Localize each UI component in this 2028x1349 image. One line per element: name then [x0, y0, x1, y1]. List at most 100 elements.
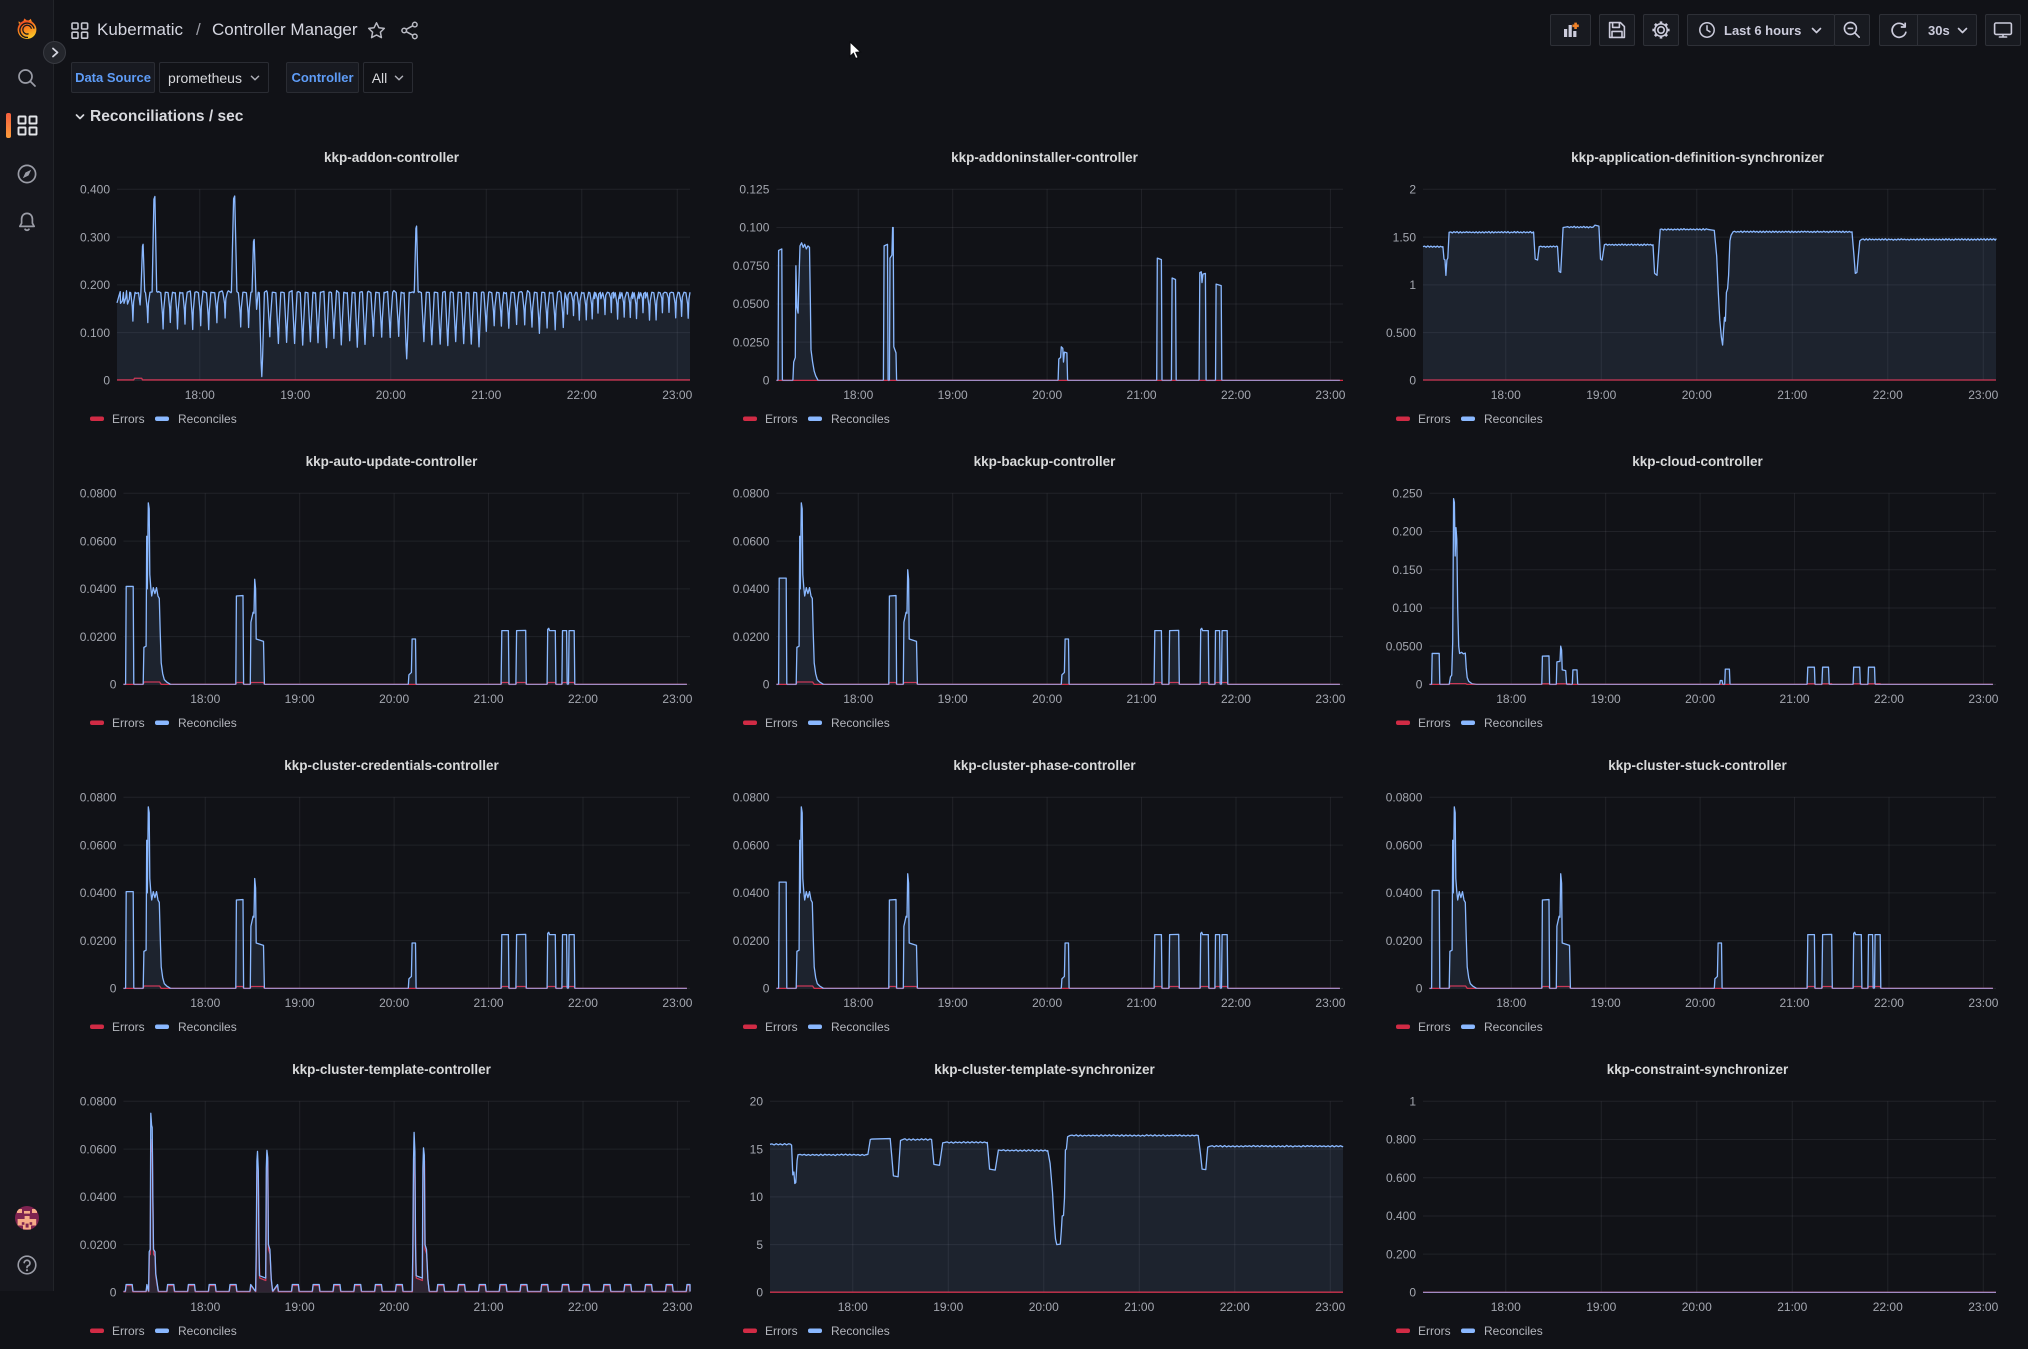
svg-text:0.0200: 0.0200 [1386, 934, 1423, 948]
svg-text:0.0200: 0.0200 [80, 934, 117, 948]
svg-text:Reconciles: Reconciles [831, 412, 890, 426]
svg-text:0: 0 [763, 982, 770, 996]
svg-text:0: 0 [110, 678, 117, 692]
svg-text:0: 0 [1416, 678, 1423, 692]
svg-text:19:00: 19:00 [1586, 388, 1616, 402]
svg-text:21:00: 21:00 [471, 388, 501, 402]
svg-text:19:00: 19:00 [1586, 1300, 1616, 1314]
svg-text:22:00: 22:00 [1220, 1300, 1250, 1314]
svg-text:0.0800: 0.0800 [733, 791, 770, 805]
svg-text:0.0200: 0.0200 [733, 934, 770, 948]
svg-text:20:00: 20:00 [379, 1300, 409, 1314]
svg-text:22:00: 22:00 [1221, 692, 1251, 706]
svg-text:0.0500: 0.0500 [733, 297, 770, 311]
svg-text:0.0600: 0.0600 [80, 1142, 117, 1156]
svg-text:23:00: 23:00 [662, 388, 692, 402]
svg-text:18:00: 18:00 [190, 996, 220, 1010]
svg-text:0: 0 [763, 374, 770, 388]
svg-text:19:00: 19:00 [285, 1300, 315, 1314]
svg-text:Reconciles: Reconciles [1484, 716, 1543, 730]
svg-text:19:00: 19:00 [285, 692, 315, 706]
svg-text:0: 0 [103, 374, 110, 388]
svg-text:kkp-auto-update-controller: kkp-auto-update-controller [306, 454, 479, 469]
svg-text:0.0250: 0.0250 [733, 335, 770, 349]
svg-text:20:00: 20:00 [1685, 692, 1715, 706]
svg-text:kkp-cluster-template-controlle: kkp-cluster-template-controller [292, 1062, 492, 1077]
svg-text:Reconciles: Reconciles [1484, 1020, 1543, 1034]
svg-text:19:00: 19:00 [938, 388, 968, 402]
svg-text:20: 20 [750, 1095, 764, 1109]
svg-text:19:00: 19:00 [1591, 692, 1621, 706]
svg-text:20:00: 20:00 [379, 692, 409, 706]
svg-text:21:00: 21:00 [1780, 692, 1810, 706]
svg-text:21:00: 21:00 [1127, 388, 1157, 402]
svg-text:0.200: 0.200 [1386, 1247, 1416, 1261]
svg-text:5: 5 [756, 1238, 763, 1252]
svg-text:0.400: 0.400 [1386, 1209, 1416, 1223]
svg-text:22:00: 22:00 [568, 692, 598, 706]
svg-text:0.0500: 0.0500 [1386, 639, 1423, 653]
svg-text:Errors: Errors [1418, 1324, 1451, 1338]
svg-text:0.0600: 0.0600 [80, 534, 117, 548]
svg-text:20:00: 20:00 [1685, 996, 1715, 1010]
svg-text:Errors: Errors [112, 412, 145, 426]
svg-text:19:00: 19:00 [280, 388, 310, 402]
svg-text:23:00: 23:00 [1968, 996, 1998, 1010]
svg-text:kkp-addon-controller: kkp-addon-controller [324, 150, 460, 165]
svg-text:Errors: Errors [765, 716, 798, 730]
svg-text:0.0750: 0.0750 [733, 259, 770, 273]
svg-text:21:00: 21:00 [1127, 996, 1157, 1010]
svg-text:22:00: 22:00 [1221, 388, 1251, 402]
svg-text:0.200: 0.200 [1392, 525, 1422, 539]
svg-text:18:00: 18:00 [1491, 1300, 1521, 1314]
svg-text:0: 0 [1416, 982, 1423, 996]
svg-text:20:00: 20:00 [1029, 1300, 1059, 1314]
svg-text:0: 0 [756, 1286, 763, 1300]
svg-text:0.100: 0.100 [80, 326, 110, 340]
svg-text:1: 1 [1409, 278, 1416, 292]
svg-text:18:00: 18:00 [190, 1300, 220, 1314]
svg-text:0.0600: 0.0600 [733, 838, 770, 852]
svg-text:0.0600: 0.0600 [80, 838, 117, 852]
svg-text:Reconciles: Reconciles [831, 1020, 890, 1034]
svg-text:18:00: 18:00 [1496, 996, 1526, 1010]
svg-text:22:00: 22:00 [1873, 1300, 1903, 1314]
svg-text:20:00: 20:00 [376, 388, 406, 402]
svg-text:21:00: 21:00 [474, 692, 504, 706]
svg-text:kkp-cluster-credentials-contro: kkp-cluster-credentials-controller [284, 758, 499, 773]
svg-text:0.0800: 0.0800 [80, 791, 117, 805]
svg-text:22:00: 22:00 [567, 388, 597, 402]
svg-text:Errors: Errors [765, 412, 798, 426]
svg-text:0: 0 [1409, 374, 1416, 388]
svg-text:0.0800: 0.0800 [80, 1095, 117, 1109]
svg-text:0.0600: 0.0600 [733, 534, 770, 548]
svg-text:0.300: 0.300 [80, 230, 110, 244]
svg-text:0: 0 [1409, 1286, 1416, 1300]
svg-text:0.0200: 0.0200 [733, 630, 770, 644]
svg-text:Reconciles: Reconciles [831, 1324, 890, 1338]
svg-text:22:00: 22:00 [1874, 996, 1904, 1010]
svg-text:Reconciles: Reconciles [831, 716, 890, 730]
svg-text:0.0400: 0.0400 [80, 886, 117, 900]
svg-text:23:00: 23:00 [662, 692, 692, 706]
svg-text:20:00: 20:00 [379, 996, 409, 1010]
svg-text:10: 10 [750, 1190, 764, 1204]
svg-text:0.0800: 0.0800 [80, 487, 117, 501]
svg-text:Errors: Errors [765, 1324, 798, 1338]
svg-text:21:00: 21:00 [1777, 1300, 1807, 1314]
svg-text:0.0400: 0.0400 [733, 582, 770, 596]
svg-text:kkp-addoninstaller-controller: kkp-addoninstaller-controller [951, 150, 1139, 165]
svg-text:20:00: 20:00 [1032, 388, 1062, 402]
svg-text:18:00: 18:00 [843, 388, 873, 402]
svg-text:1.50: 1.50 [1393, 230, 1417, 244]
svg-text:20:00: 20:00 [1682, 1300, 1712, 1314]
svg-text:Errors: Errors [112, 716, 145, 730]
svg-text:21:00: 21:00 [1124, 1300, 1154, 1314]
svg-text:0.400: 0.400 [80, 183, 110, 197]
svg-text:Reconciles: Reconciles [178, 1324, 237, 1338]
svg-text:0.0400: 0.0400 [1386, 886, 1423, 900]
svg-text:23:00: 23:00 [1315, 996, 1345, 1010]
svg-text:19:00: 19:00 [938, 692, 968, 706]
svg-text:22:00: 22:00 [1221, 996, 1251, 1010]
svg-text:19:00: 19:00 [933, 1300, 963, 1314]
